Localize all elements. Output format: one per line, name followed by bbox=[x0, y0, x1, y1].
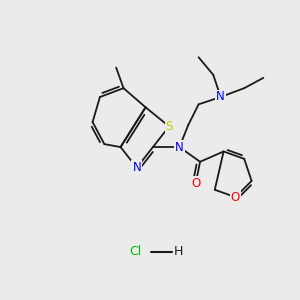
Text: Cl: Cl bbox=[129, 245, 141, 258]
Text: O: O bbox=[191, 177, 200, 190]
Text: O: O bbox=[231, 190, 240, 204]
Text: N: N bbox=[216, 91, 225, 103]
Text: N: N bbox=[132, 161, 141, 174]
Text: N: N bbox=[175, 141, 184, 154]
Text: H: H bbox=[173, 245, 183, 258]
Text: S: S bbox=[166, 120, 173, 133]
